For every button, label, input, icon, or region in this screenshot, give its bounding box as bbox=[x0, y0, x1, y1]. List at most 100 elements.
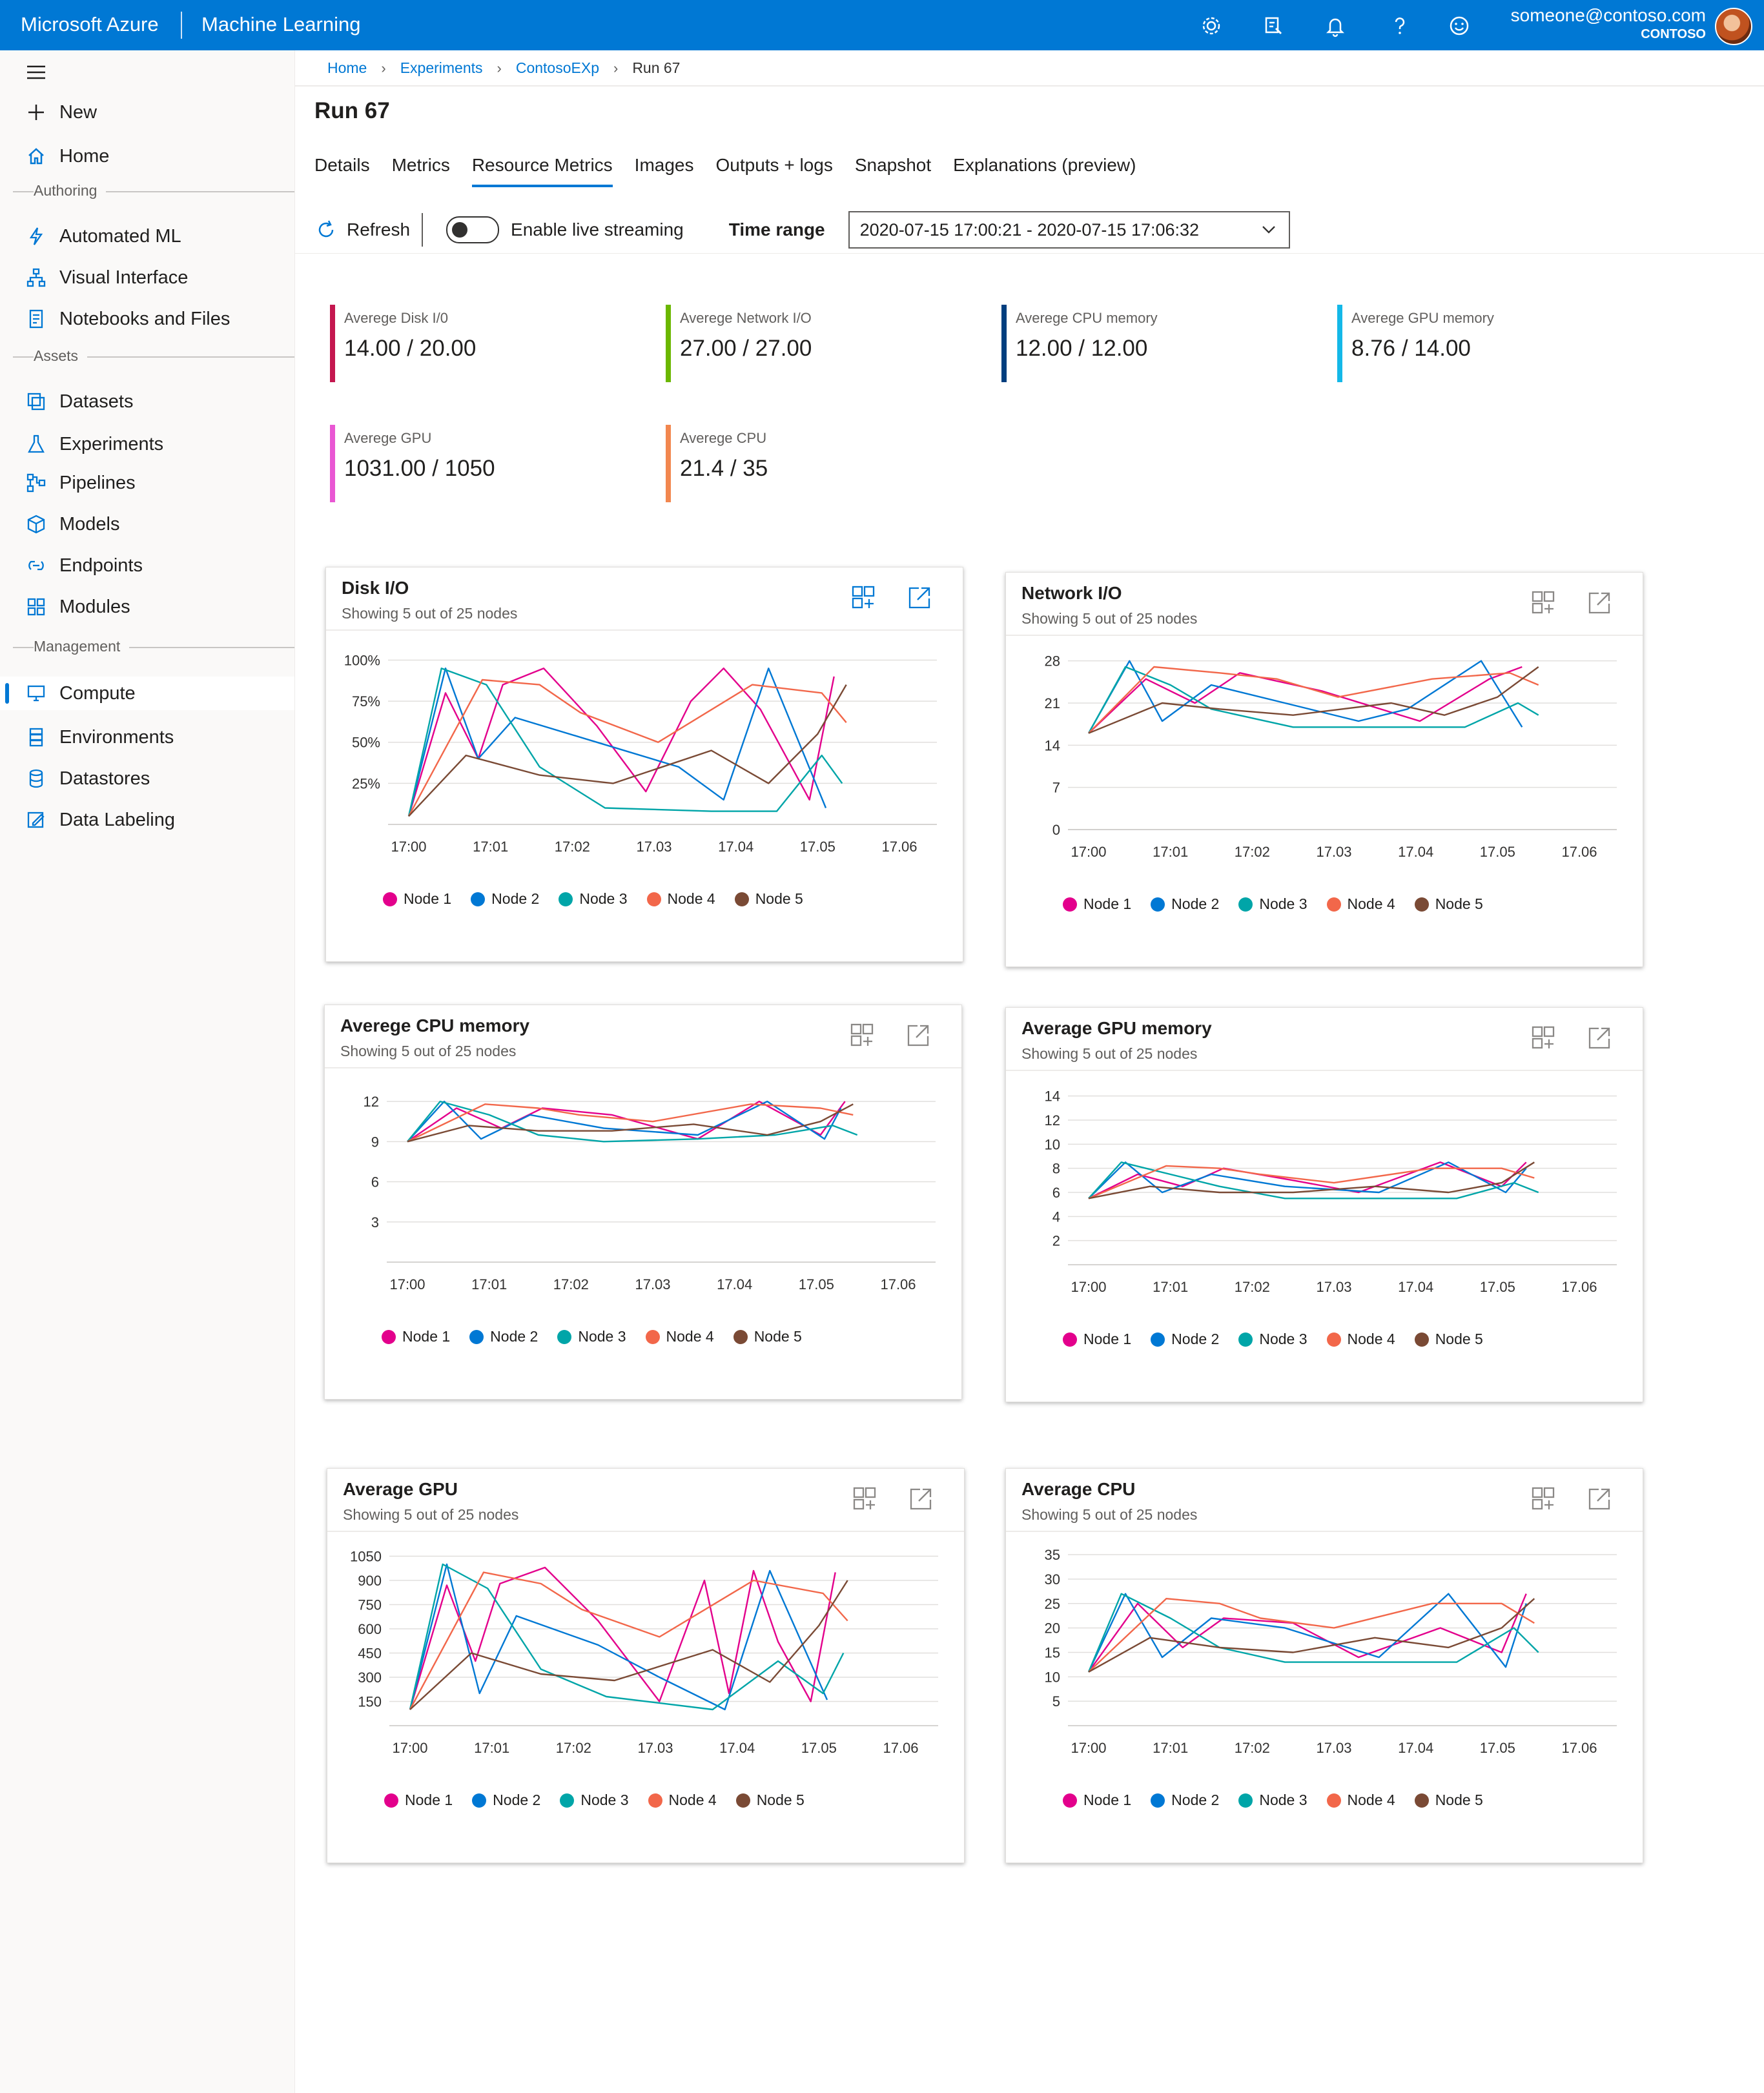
legend-item-node-3[interactable]: Node 3 bbox=[1238, 895, 1308, 913]
add-to-dashboard-icon[interactable] bbox=[848, 1021, 877, 1050]
series-line-node-1[interactable] bbox=[1088, 1161, 1527, 1200]
pop-out-icon[interactable] bbox=[1585, 588, 1614, 618]
add-to-dashboard-icon[interactable] bbox=[1529, 1484, 1559, 1514]
pop-out-icon[interactable] bbox=[906, 1484, 936, 1514]
series-line-node-4[interactable] bbox=[1088, 666, 1539, 734]
series-line-node-3[interactable] bbox=[407, 1100, 858, 1143]
sidebar-item-endpoints[interactable]: Endpoints bbox=[0, 549, 294, 582]
tab-explanations[interactable]: Explanations (preview) bbox=[953, 155, 1136, 175]
legend-item-node-2[interactable]: Node 2 bbox=[471, 890, 539, 908]
legend-item-node-4[interactable]: Node 4 bbox=[1326, 1792, 1395, 1809]
series-line-node-1[interactable] bbox=[409, 1566, 836, 1710]
legend-item-node-2[interactable]: Node 2 bbox=[469, 1328, 538, 1345]
gear-icon[interactable] bbox=[1198, 13, 1224, 39]
add-to-dashboard-icon[interactable] bbox=[1529, 588, 1559, 618]
bell-icon[interactable] bbox=[1322, 13, 1348, 39]
legend-item-node-1[interactable]: Node 1 bbox=[1063, 1792, 1131, 1809]
add-to-dashboard-icon[interactable] bbox=[1529, 1023, 1559, 1053]
legend-item-node-1[interactable]: Node 1 bbox=[382, 1328, 450, 1345]
legend-item-node-5[interactable]: Node 5 bbox=[1414, 1792, 1483, 1809]
series-line-node-5[interactable] bbox=[1088, 1598, 1535, 1673]
sidebar-item-visual-interface[interactable]: Visual Interface bbox=[0, 261, 294, 294]
sidebar-item-notebooks[interactable]: Notebooks and Files bbox=[0, 302, 294, 336]
series-line-node-3[interactable] bbox=[407, 668, 843, 817]
legend-item-node-4[interactable]: Node 4 bbox=[1326, 1331, 1395, 1348]
series-line-node-2[interactable] bbox=[1087, 1593, 1527, 1673]
legend-item-node-2[interactable]: Node 2 bbox=[1151, 1331, 1219, 1348]
legend-item-node-5[interactable]: Node 5 bbox=[1414, 895, 1483, 913]
breadcrumb-experiment[interactable]: ContosoEXp bbox=[515, 59, 599, 76]
legend-item-node-3[interactable]: Node 3 bbox=[1238, 1331, 1308, 1348]
tab-images[interactable]: Images bbox=[634, 155, 694, 175]
sidebar-item-environments[interactable]: Environments bbox=[0, 720, 294, 754]
legend-item-node-4[interactable]: Node 4 bbox=[648, 1792, 717, 1809]
time-range-dropdown[interactable]: 2020-07-15 17:00:21 - 2020-07-15 17:06:3… bbox=[848, 211, 1290, 249]
legend-item-node-1[interactable]: Node 1 bbox=[1063, 1331, 1131, 1348]
user-account[interactable]: someone@contoso.com CONTOSO bbox=[1511, 5, 1706, 42]
brand-title[interactable]: Microsoft Azure bbox=[21, 13, 159, 36]
legend-item-node-3[interactable]: Node 3 bbox=[557, 1328, 626, 1345]
sidebar-item-models[interactable]: Models bbox=[0, 507, 294, 541]
sidebar-item-modules[interactable]: Modules bbox=[0, 590, 294, 624]
sidebar-item-new[interactable]: New bbox=[0, 96, 294, 129]
series-line-node-4[interactable] bbox=[407, 679, 847, 817]
legend-item-node-1[interactable]: Node 1 bbox=[384, 1792, 453, 1809]
legend-item-node-5[interactable]: Node 5 bbox=[735, 1792, 805, 1809]
series-line-node-4[interactable] bbox=[1088, 1165, 1535, 1200]
breadcrumb-home[interactable]: Home bbox=[327, 59, 367, 76]
series-line-node-2[interactable] bbox=[407, 1100, 842, 1143]
sidebar-item-pipelines[interactable]: Pipelines bbox=[0, 466, 294, 500]
avatar[interactable] bbox=[1715, 8, 1752, 45]
legend-item-node-3[interactable]: Node 3 bbox=[1238, 1792, 1308, 1809]
series-line-node-5[interactable] bbox=[408, 684, 847, 817]
sidebar-item-home[interactable]: Home bbox=[0, 139, 294, 173]
legend-item-node-5[interactable]: Node 5 bbox=[733, 1328, 802, 1345]
add-to-dashboard-icon[interactable] bbox=[850, 1484, 880, 1514]
refresh-button[interactable]: Refresh bbox=[314, 218, 410, 241]
tab-outputs-logs[interactable]: Outputs + logs bbox=[715, 155, 833, 175]
hamburger-icon[interactable] bbox=[25, 61, 48, 84]
legend-item-node-4[interactable]: Node 4 bbox=[1326, 895, 1395, 913]
series-line-node-1[interactable] bbox=[407, 1100, 846, 1143]
sidebar-item-automated-ml[interactable]: Automated ML bbox=[0, 220, 294, 253]
series-line-node-3[interactable] bbox=[1088, 1161, 1539, 1200]
tab-snapshot[interactable]: Snapshot bbox=[854, 155, 932, 175]
legend-item-node-1[interactable]: Node 1 bbox=[383, 890, 451, 908]
series-line-node-3[interactable] bbox=[1087, 1593, 1539, 1673]
series-line-node-4[interactable] bbox=[1088, 1597, 1535, 1673]
sidebar-item-datastores[interactable]: Datastores bbox=[0, 762, 294, 795]
legend-item-node-3[interactable]: Node 3 bbox=[559, 890, 628, 908]
legend-item-node-4[interactable]: Node 4 bbox=[646, 890, 715, 908]
product-title[interactable]: Machine Learning bbox=[201, 13, 361, 36]
legend-item-node-2[interactable]: Node 2 bbox=[1151, 1792, 1219, 1809]
legend-item-node-2[interactable]: Node 2 bbox=[472, 1792, 540, 1809]
sidebar-item-data-labeling[interactable]: Data Labeling bbox=[0, 803, 294, 837]
series-line-node-4[interactable] bbox=[407, 1103, 854, 1143]
series-line-node-2[interactable] bbox=[409, 1563, 828, 1711]
legend-item-node-4[interactable]: Node 4 bbox=[645, 1328, 714, 1345]
tab-resource-metrics[interactable]: Resource Metrics bbox=[471, 155, 613, 187]
pop-out-icon[interactable] bbox=[905, 583, 934, 613]
series-line-node-5[interactable] bbox=[407, 1103, 854, 1143]
help-icon[interactable] bbox=[1387, 13, 1413, 39]
breadcrumb-experiments[interactable]: Experiments bbox=[400, 59, 483, 76]
series-line-node-2[interactable] bbox=[1087, 660, 1523, 734]
pop-out-icon[interactable] bbox=[903, 1021, 933, 1050]
series-line-node-5[interactable] bbox=[1088, 666, 1539, 734]
pop-out-icon[interactable] bbox=[1585, 1023, 1614, 1053]
tab-metrics[interactable]: Metrics bbox=[391, 155, 450, 175]
series-line-node-5[interactable] bbox=[409, 1580, 848, 1710]
legend-item-node-3[interactable]: Node 3 bbox=[560, 1792, 629, 1809]
series-line-node-1[interactable] bbox=[1088, 666, 1523, 734]
series-line-node-1[interactable] bbox=[407, 668, 835, 817]
legend-item-node-1[interactable]: Node 1 bbox=[1063, 895, 1131, 913]
live-streaming-toggle[interactable] bbox=[446, 216, 500, 243]
pop-out-icon[interactable] bbox=[1585, 1484, 1614, 1514]
add-to-dashboard-icon[interactable] bbox=[849, 583, 879, 613]
series-line-node-3[interactable] bbox=[1087, 666, 1539, 734]
sidebar-item-compute[interactable]: Compute bbox=[0, 677, 294, 710]
series-line-node-3[interactable] bbox=[409, 1563, 845, 1711]
series-line-node-4[interactable] bbox=[409, 1571, 848, 1710]
tab-details[interactable]: Details bbox=[314, 155, 370, 175]
sidebar-item-datasets[interactable]: Datasets bbox=[0, 385, 294, 418]
